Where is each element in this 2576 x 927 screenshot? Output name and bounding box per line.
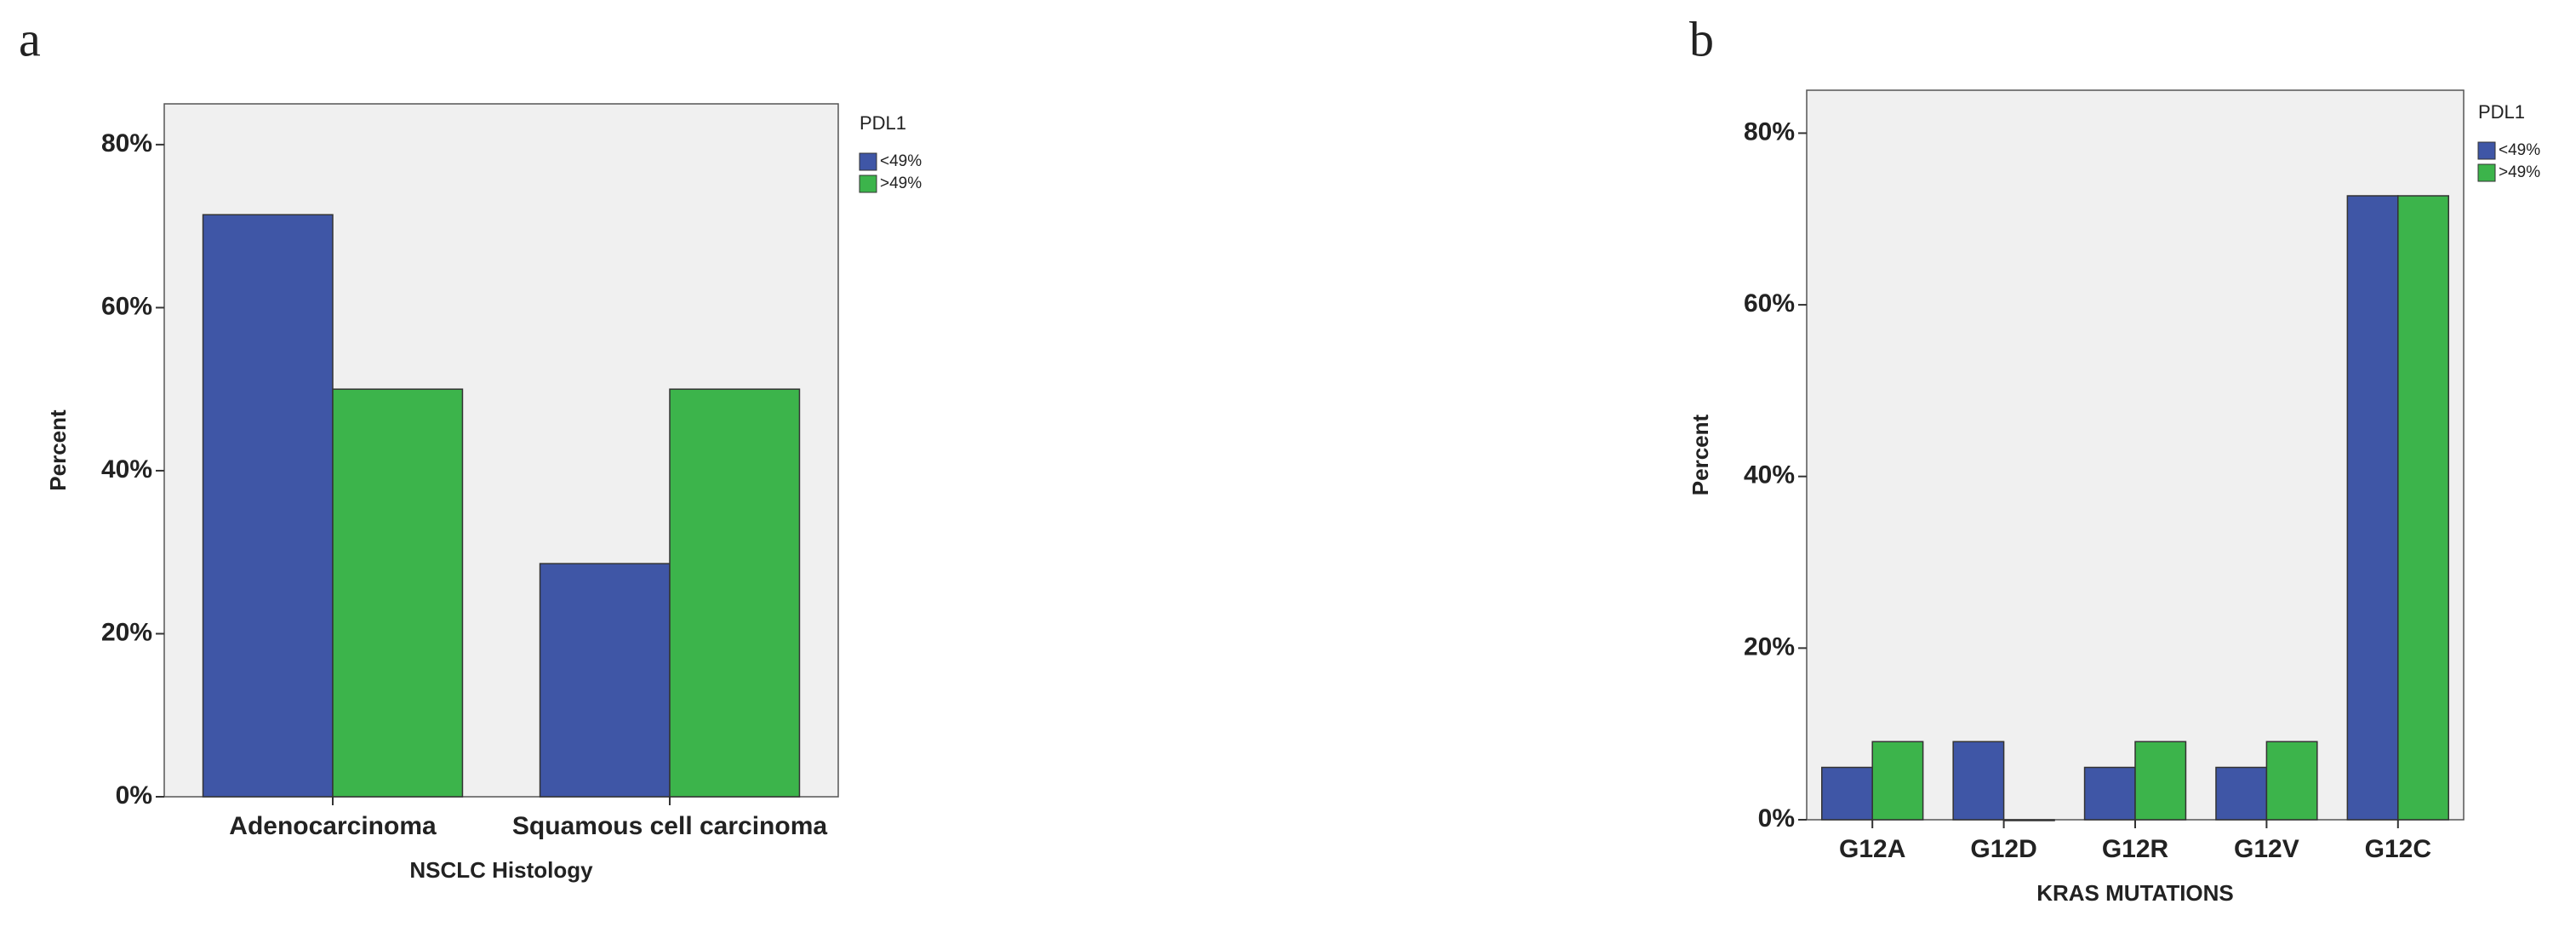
x-tick-label: Squamous cell carcinoma (512, 812, 827, 840)
bar (2083, 766, 2136, 821)
x-tick-label: G12R (2102, 835, 2169, 863)
y-tick-label: 60% (101, 292, 152, 320)
bar (2346, 195, 2399, 821)
bar (2215, 766, 2268, 821)
bar (2002, 819, 2055, 821)
panel-label: b (1689, 11, 1714, 66)
x-axis-title: KRAS MUTATIONS (2036, 880, 2234, 906)
legend-swatch (2477, 141, 2496, 160)
bar (2397, 195, 2449, 821)
legend-title: PDL1 (2478, 101, 2525, 123)
legend-label: >49% (2499, 163, 2540, 181)
legend-swatch (859, 175, 877, 193)
y-tick-label: 80% (101, 129, 152, 157)
legend-label: >49% (880, 175, 922, 192)
bar (539, 563, 671, 798)
x-tick-label: G12D (1970, 835, 2036, 863)
y-tick-label: 80% (1744, 117, 1795, 146)
y-tick-label: 40% (1744, 461, 1795, 489)
y-axis-title: Percent (1688, 414, 1713, 495)
x-tick-label: Adenocarcinoma (229, 812, 437, 840)
bar (2265, 741, 2318, 821)
x-tick-label: G12A (1839, 835, 1905, 863)
legend-swatch (2477, 163, 2496, 182)
y-tick-label: 20% (101, 618, 152, 646)
y-tick-label: 60% (1744, 289, 1795, 318)
bar (2134, 741, 2187, 821)
legend-swatch (859, 152, 877, 171)
legend-label: <49% (880, 152, 922, 170)
bar (202, 214, 334, 798)
legend-title: PDL1 (860, 112, 906, 134)
panel-label: a (19, 11, 41, 66)
y-tick-label: 0% (116, 781, 152, 810)
bar (1821, 766, 1873, 821)
bar (332, 388, 464, 798)
x-tick-label: G12C (2365, 835, 2431, 863)
y-axis-title: Percent (45, 409, 71, 491)
x-axis-title: NSCLC Histology (409, 857, 593, 883)
bar (1952, 741, 2005, 821)
legend-label: <49% (2499, 141, 2540, 159)
y-tick-label: 40% (101, 455, 152, 484)
y-tick-label: 20% (1744, 632, 1795, 661)
bar (1871, 741, 1924, 821)
x-tick-label: G12V (2234, 835, 2299, 863)
bar (669, 388, 801, 798)
y-tick-label: 0% (1758, 804, 1795, 833)
